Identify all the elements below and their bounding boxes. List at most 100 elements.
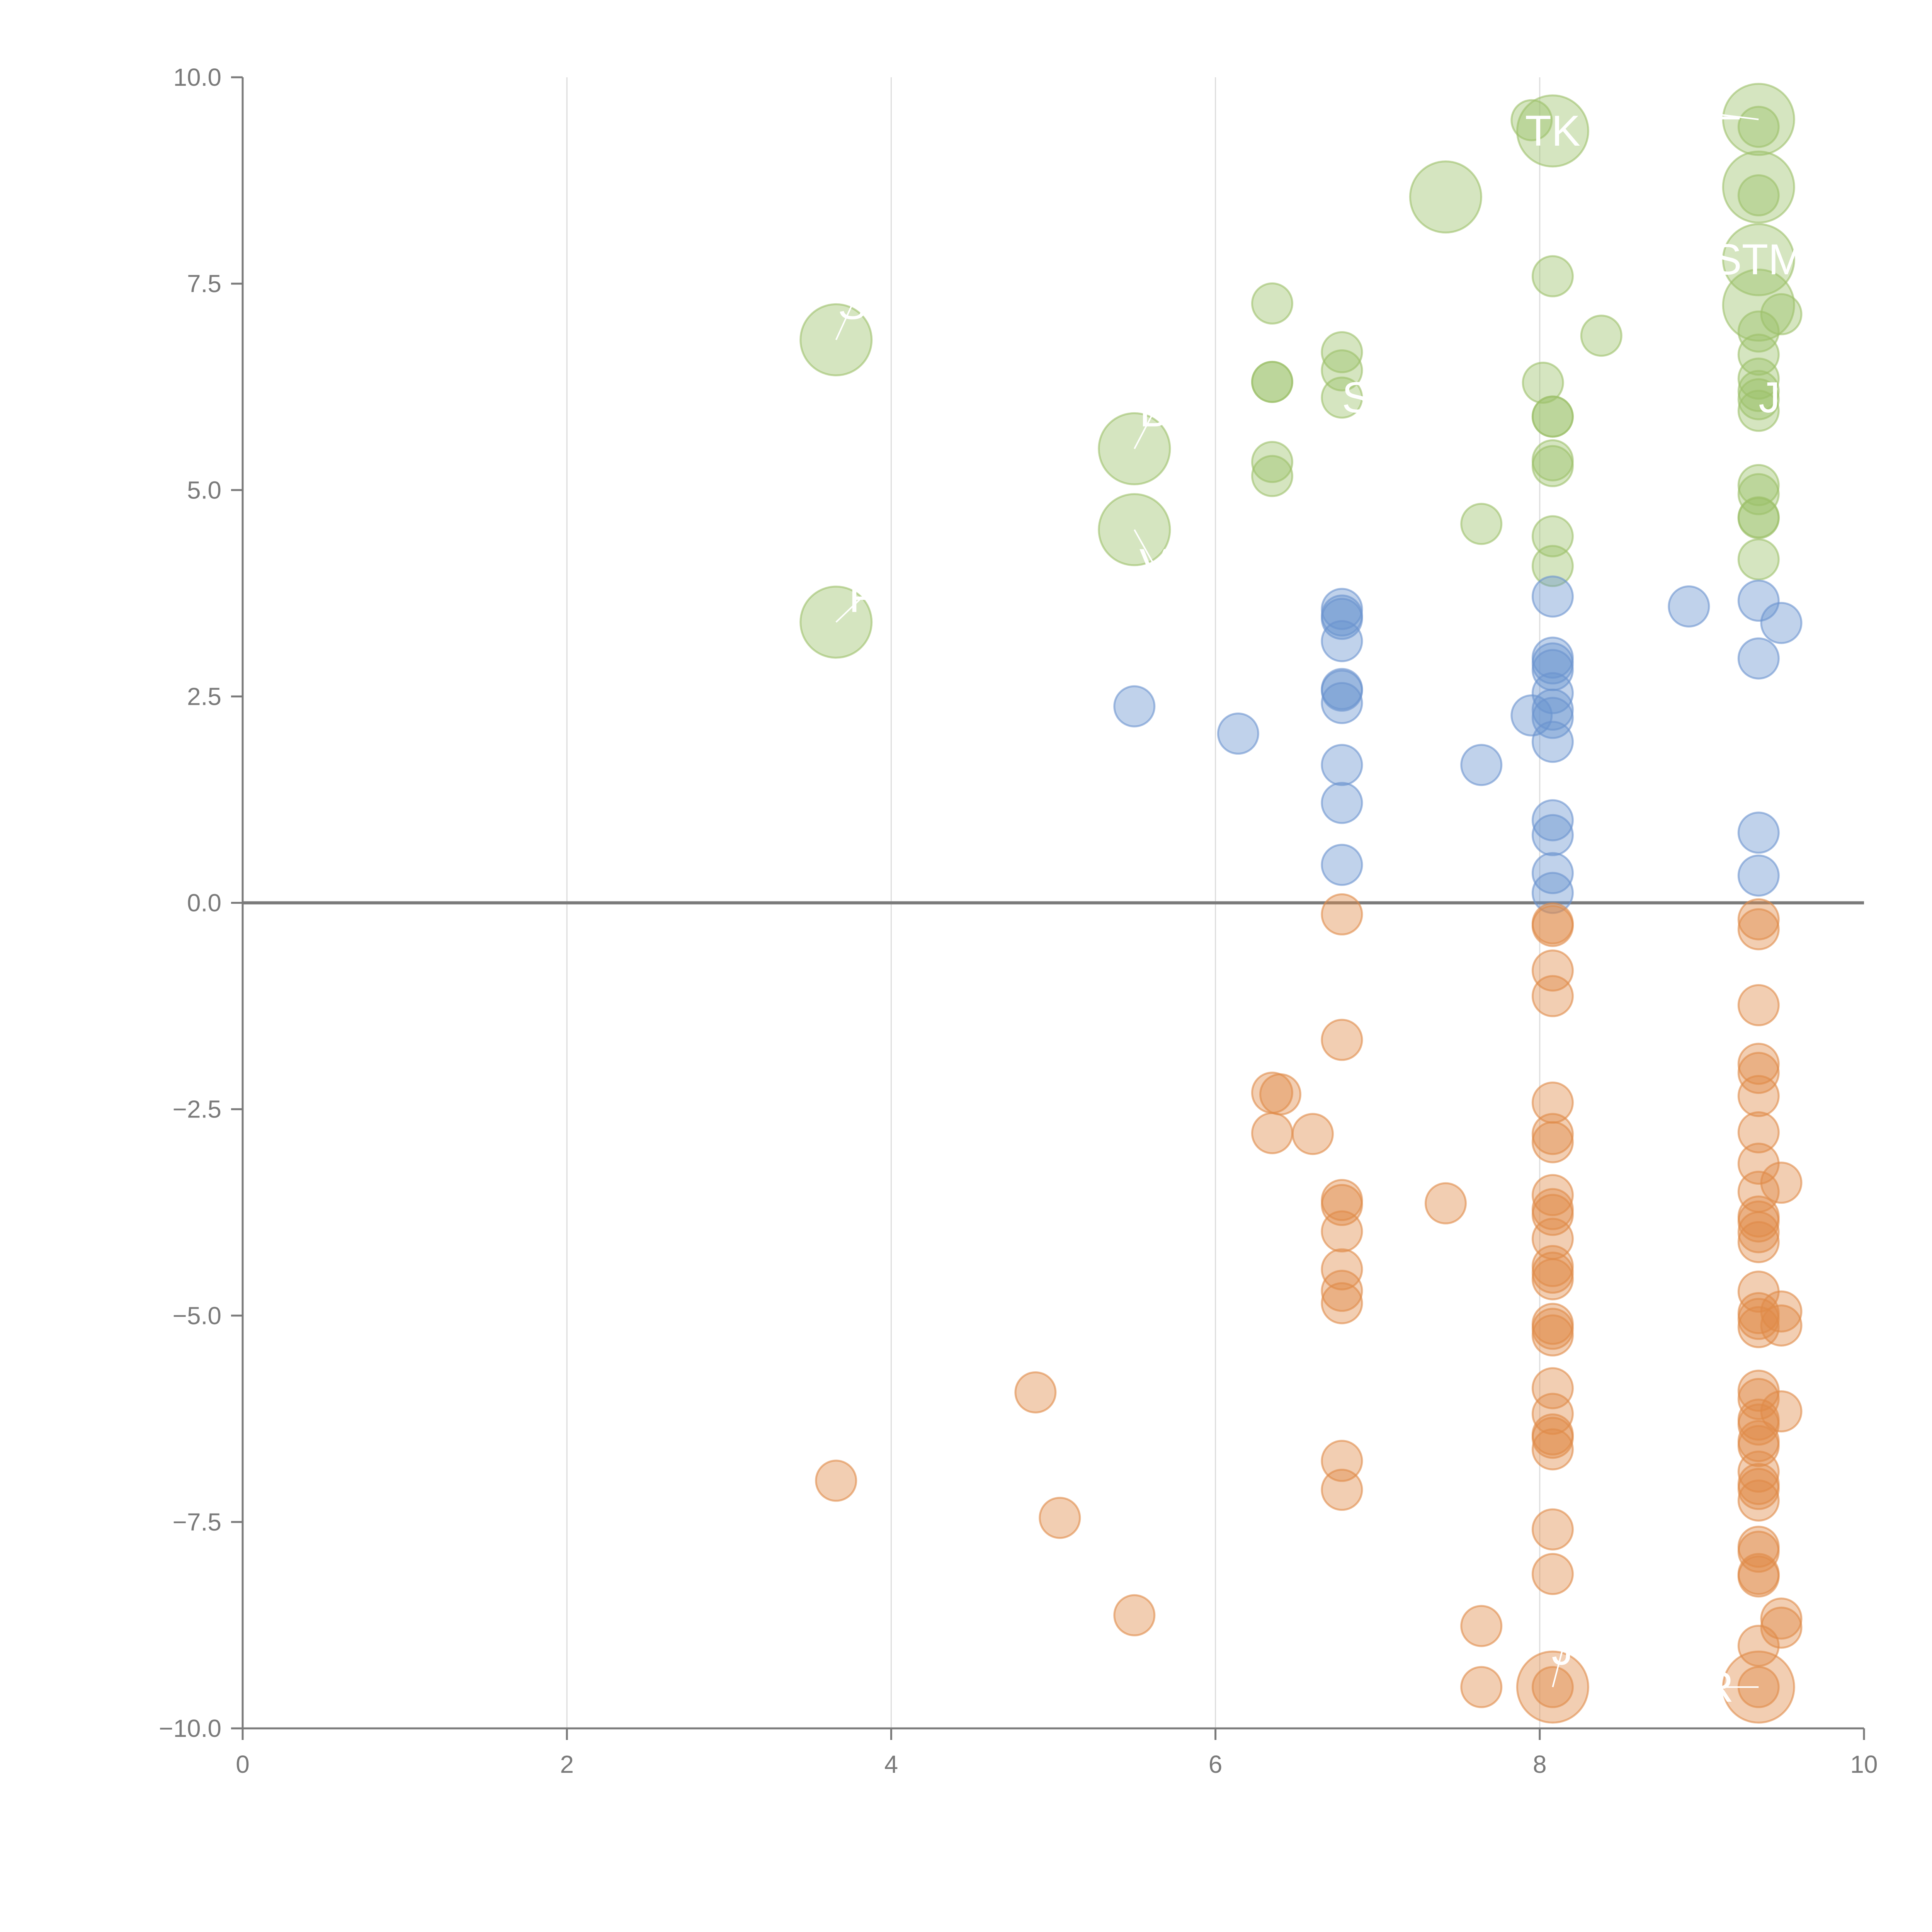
orange-point <box>1737 1052 1780 1094</box>
green-point <box>1737 389 1780 432</box>
green-point <box>1510 99 1553 141</box>
orange-point <box>1531 1508 1574 1551</box>
y-tick-label: −7.5 <box>173 1508 221 1536</box>
point-label: J <box>1552 1626 1573 1674</box>
green-point <box>1516 94 1589 168</box>
blue-point <box>1321 620 1363 662</box>
green-point <box>1737 333 1780 376</box>
orange-point <box>1737 1211 1780 1253</box>
orange-point <box>1737 1425 1780 1467</box>
blue-point <box>1321 598 1363 640</box>
orange-point <box>815 1459 857 1502</box>
orange-point <box>1760 1304 1803 1347</box>
orange-point <box>1321 1282 1363 1325</box>
point-labels: TK STM S S B V F R J — J <box>835 90 1804 1711</box>
orange-point <box>1460 1605 1503 1647</box>
orange-point <box>1737 984 1780 1026</box>
orange-point <box>1760 1390 1803 1433</box>
orange-point <box>1014 1371 1057 1413</box>
orange-point <box>1737 1043 1780 1085</box>
orange-point <box>1737 1531 1780 1573</box>
orange-point <box>1321 1440 1363 1482</box>
y-tick-label: 5.0 <box>187 476 221 504</box>
orange-point <box>1039 1497 1081 1539</box>
green-point <box>1251 282 1293 325</box>
green-point <box>1531 545 1574 587</box>
green-point <box>1737 497 1780 539</box>
blue-point <box>1737 854 1780 897</box>
orange-point <box>1321 1019 1363 1061</box>
orange-point <box>1531 1417 1574 1459</box>
orange-point <box>1737 898 1780 940</box>
x-tick-label: 6 <box>1209 1750 1223 1778</box>
orange-point <box>1737 1555 1780 1598</box>
orange-point <box>1291 1113 1334 1155</box>
orange-point <box>1531 1121 1574 1163</box>
blue-point <box>1321 744 1363 786</box>
orange-point <box>1531 1428 1574 1471</box>
point-label: F <box>849 573 875 621</box>
orange-point <box>1737 1075 1780 1117</box>
data-points <box>799 83 1803 1724</box>
blue-point <box>1668 585 1710 628</box>
blue-point <box>1531 799 1574 842</box>
orange-point <box>1113 1594 1156 1636</box>
orange-point <box>1321 1270 1363 1312</box>
point-label: STM <box>1713 235 1804 284</box>
green-point <box>1580 315 1622 357</box>
green-point <box>1737 464 1780 506</box>
y-tick-label: 7.5 <box>187 270 221 298</box>
label-leader-line <box>1134 411 1155 449</box>
green-point <box>1251 361 1293 403</box>
orange-point <box>1531 975 1574 1017</box>
x-tick-label: 4 <box>884 1750 898 1778</box>
green-point <box>1737 378 1780 420</box>
x-tick-label: 2 <box>560 1750 574 1778</box>
orange-point <box>1737 1111 1780 1153</box>
blue-point <box>1531 872 1574 914</box>
x-tick-label: 10 <box>1850 1750 1878 1778</box>
orange-point <box>1321 1248 1363 1291</box>
green-point <box>1531 255 1574 298</box>
y-tick-label: 2.5 <box>187 682 221 710</box>
orange-point <box>1460 1666 1503 1708</box>
blue-point <box>1113 685 1156 728</box>
orange-point <box>1321 893 1363 935</box>
blue-point <box>1321 844 1363 886</box>
y-tick-label: −2.5 <box>173 1095 221 1123</box>
green-point <box>1737 538 1780 581</box>
x-tick-label: 0 <box>236 1750 250 1778</box>
green-point <box>1251 441 1293 483</box>
green-point <box>1722 223 1795 296</box>
green-point <box>1531 445 1574 487</box>
green-point <box>1531 515 1574 558</box>
orange-point <box>1737 1306 1780 1349</box>
orange-point <box>1321 1210 1363 1253</box>
blue-point <box>1737 637 1780 680</box>
green-point <box>1321 331 1363 373</box>
blue-point <box>1321 682 1363 724</box>
orange-point <box>1760 1597 1803 1640</box>
orange-point <box>1531 905 1574 947</box>
orange-point <box>1737 908 1780 951</box>
green-point <box>1251 455 1293 497</box>
label-leader-line <box>1718 114 1759 120</box>
blue-point <box>1737 811 1780 854</box>
orange-point <box>1737 1624 1780 1667</box>
blue-point <box>1217 713 1259 755</box>
orange-point <box>1760 1290 1803 1333</box>
orange-point <box>1760 1162 1803 1204</box>
point-label: R <box>1702 1663 1734 1711</box>
blue-point <box>1460 744 1503 786</box>
point-label: S <box>838 280 867 328</box>
y-tick-label: 0.0 <box>187 889 221 917</box>
green-point <box>1737 105 1780 148</box>
green-point <box>1737 310 1780 353</box>
y-tick-label: −5.0 <box>173 1302 221 1330</box>
blue-point <box>1531 721 1574 763</box>
y-tick-label: 10.0 <box>173 63 221 91</box>
point-label: B <box>1139 387 1168 435</box>
green-point <box>1460 503 1503 545</box>
label-leader-line <box>1552 1650 1563 1687</box>
